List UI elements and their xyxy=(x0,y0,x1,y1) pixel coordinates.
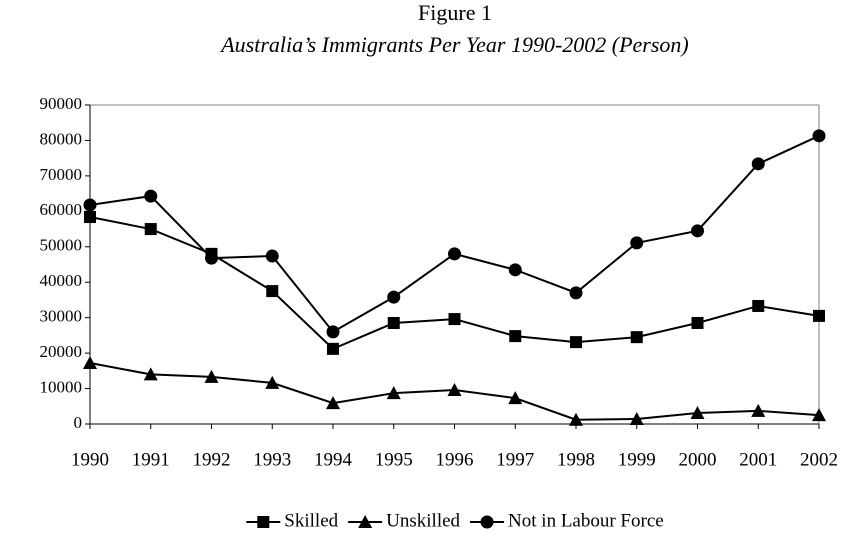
chart-title: Figure 1 xyxy=(418,0,492,25)
series-line xyxy=(89,134,820,334)
y-tick-label: 30000 xyxy=(40,307,83,326)
legend-label: Not in Labour Force xyxy=(508,510,664,531)
marker-triangle xyxy=(569,412,583,426)
x-tick-label: 1990 xyxy=(71,449,109,470)
x-tick-label: 1993 xyxy=(253,449,291,470)
y-tick-label: 70000 xyxy=(40,165,83,184)
x-tick-label: 1992 xyxy=(193,449,231,470)
legend-marker xyxy=(358,515,373,528)
marker-triangle xyxy=(143,367,158,381)
marker-circle xyxy=(448,247,461,261)
marker-triangle xyxy=(386,386,401,400)
y-tick-label: 90000 xyxy=(40,94,83,113)
marker-circle xyxy=(83,198,97,212)
marker-circle xyxy=(569,286,583,300)
y-tick-label: 60000 xyxy=(40,200,83,219)
y-tick-label: 80000 xyxy=(40,129,83,148)
marker-circle xyxy=(205,251,218,265)
marker-circle xyxy=(144,189,158,203)
marker-triangle xyxy=(326,396,340,410)
marker-triangle xyxy=(204,369,219,383)
legend-label: Skilled xyxy=(284,510,338,531)
marker-square xyxy=(266,285,279,298)
marker-circle xyxy=(751,157,765,171)
marker-square xyxy=(813,309,825,322)
marker-circle xyxy=(630,236,644,250)
marker-circle xyxy=(387,290,401,304)
marker-triangle xyxy=(629,412,644,426)
marker-circle xyxy=(265,249,279,263)
marker-triangle xyxy=(508,391,523,405)
marker-triangle xyxy=(83,356,97,370)
legend-label: Unskilled xyxy=(386,510,460,531)
marker-circle xyxy=(508,263,522,277)
series-line xyxy=(89,216,820,351)
marker-square xyxy=(144,223,157,236)
marker-square xyxy=(630,331,643,344)
x-tick-label: 1996 xyxy=(436,449,474,470)
marker-square xyxy=(327,342,339,355)
marker-triangle xyxy=(812,408,826,422)
x-tick-label: 1991 xyxy=(132,449,170,470)
x-tick-label: 1999 xyxy=(618,449,656,470)
marker-square xyxy=(448,313,461,326)
x-tick-label: 1995 xyxy=(375,449,413,470)
y-tick-label: 50000 xyxy=(40,236,83,255)
y-tick-label: 20000 xyxy=(40,342,83,361)
legend-marker xyxy=(480,515,494,529)
y-tick-label: 0 xyxy=(74,413,83,432)
marker-square xyxy=(509,330,522,343)
marker-square xyxy=(691,316,704,329)
marker-triangle xyxy=(265,375,280,389)
marker-square xyxy=(752,299,765,312)
marker-square xyxy=(84,211,96,224)
x-tick-label: 2000 xyxy=(679,449,717,470)
x-tick-label: 2002 xyxy=(800,449,838,470)
y-tick-label: 40000 xyxy=(40,271,83,290)
x-tick-label: 1994 xyxy=(314,449,353,470)
marker-triangle xyxy=(447,382,462,396)
marker-square xyxy=(570,336,582,349)
marker-circle xyxy=(812,129,826,143)
marker-square xyxy=(387,316,400,329)
marker-triangle xyxy=(690,406,705,420)
marker-triangle xyxy=(751,403,766,417)
marker-circle xyxy=(326,325,340,339)
x-tick-label: 1997 xyxy=(496,449,534,470)
marker-circle xyxy=(691,224,704,238)
x-tick-label: 1998 xyxy=(557,449,595,470)
chart-subtitle: Australia’s Immigrants Per Year 1990-200… xyxy=(219,32,689,57)
x-tick-label: 2001 xyxy=(739,449,777,470)
legend-marker xyxy=(257,516,270,528)
y-tick-label: 10000 xyxy=(40,377,83,396)
